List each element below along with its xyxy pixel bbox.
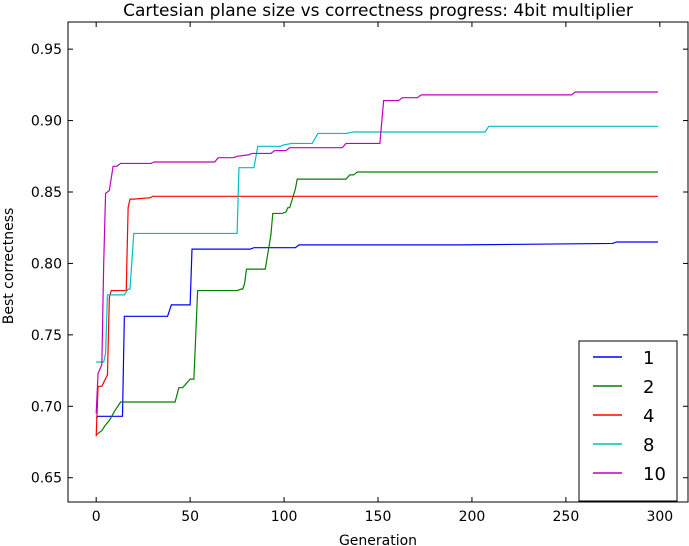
y-axis-label: Best correctness <box>1 208 17 325</box>
plot-area <box>95 91 658 437</box>
legend-label-10: 10 <box>643 464 666 485</box>
legend-label-4: 4 <box>643 406 654 427</box>
y-tick-label: 0.90 <box>31 114 62 130</box>
y-tick-label: 0.80 <box>31 256 62 272</box>
legend-label-2: 2 <box>643 377 654 398</box>
y-tick-label: 0.85 <box>31 185 62 201</box>
legend-label-8: 8 <box>643 435 654 456</box>
series-line-2 <box>95 171 658 436</box>
x-tick-label: 150 <box>365 509 392 525</box>
series-line-4 <box>95 195 658 437</box>
x-tick-label: 0 <box>92 509 101 525</box>
x-tick-label: 200 <box>459 509 486 525</box>
y-tick-label: 0.70 <box>31 399 62 415</box>
axes: 0 50 100 150 200 250 300 0.65 0.70 0.75 0.80 0.85 0.… <box>31 21 689 525</box>
legend-label-1: 1 <box>643 348 654 369</box>
legend-box <box>578 340 678 502</box>
x-tick-label: 300 <box>646 509 673 525</box>
series-line-10 <box>95 91 658 414</box>
legend: 1 2 4 8 10 <box>578 340 678 502</box>
series-line-8 <box>96 125 658 363</box>
y-tick-label: 0.65 <box>31 471 62 487</box>
y-tick-label: 0.95 <box>31 42 62 58</box>
series-line-1 <box>95 241 658 419</box>
x-axis-label: Generation <box>339 533 417 546</box>
y-tick-label: 0.75 <box>31 328 62 344</box>
x-tick-label: 100 <box>271 509 298 525</box>
chart-title: Cartesian plane size vs correctness prog… <box>123 1 633 21</box>
x-tick-label: 250 <box>553 509 580 525</box>
x-tick-label: 50 <box>181 509 199 525</box>
